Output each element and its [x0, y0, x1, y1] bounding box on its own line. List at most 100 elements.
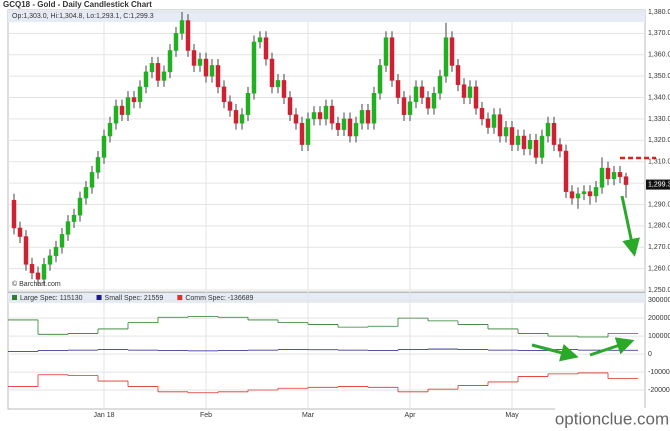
- candle-body: [41, 264, 47, 280]
- last-price-box: [646, 179, 670, 190]
- candle-body: [251, 41, 257, 94]
- candle-body: [383, 37, 389, 66]
- candle-body: [257, 37, 263, 43]
- y-tick-label: 1,280.0: [648, 223, 670, 230]
- candle-body: [77, 197, 83, 216]
- candle-body: [119, 105, 125, 115]
- legend-swatch: [96, 295, 102, 300]
- candle-body: [323, 105, 329, 120]
- y-tick-label: 1,340.0: [648, 94, 670, 101]
- candle-body: [407, 101, 413, 115]
- last-price-label: 1,299.3: [648, 181, 670, 188]
- candle-body: [23, 236, 29, 265]
- candle-body: [191, 50, 197, 66]
- candle-body: [329, 105, 335, 124]
- candle-body: [473, 86, 479, 109]
- down-arrow: [620, 195, 640, 257]
- y-tick-label: 1,370.0: [648, 30, 670, 37]
- candle-body: [215, 65, 221, 88]
- candle-body: [353, 122, 359, 137]
- x-tick-label: Mar: [302, 412, 315, 419]
- candle-body: [71, 214, 77, 222]
- candle-body: [437, 75, 443, 94]
- candle-body: [299, 122, 305, 145]
- candle-body: [281, 80, 287, 98]
- candle-body: [203, 58, 209, 77]
- legend-label: Large Spec: 115130: [20, 295, 83, 302]
- candle-body: [431, 93, 437, 109]
- y-tick-label: 1,320.0: [648, 137, 670, 144]
- y-tick-label: 1,350.0: [648, 73, 670, 80]
- y-tick-label: 1,360.0: [648, 52, 670, 59]
- candle-body: [227, 101, 233, 111]
- candle-body: [269, 58, 275, 88]
- candle-body: [599, 167, 605, 188]
- candle-body: [35, 272, 41, 280]
- candle-body: [455, 65, 461, 85]
- candle-body: [131, 97, 137, 103]
- candle-body: [395, 80, 401, 98]
- arrow-up: [589, 337, 635, 357]
- info-strip: [8, 10, 645, 22]
- candle-body: [557, 144, 563, 152]
- candle-body: [125, 97, 131, 115]
- candle-body: [365, 110, 371, 124]
- candle-body: [335, 122, 341, 130]
- candle-body: [617, 172, 623, 177]
- y-tick-label: 1,290.0: [648, 201, 670, 208]
- candle-body: [293, 114, 299, 124]
- candle-body: [605, 167, 611, 180]
- candle-body: [209, 65, 215, 77]
- candle-body: [425, 97, 431, 109]
- y-tick-label: 100000: [648, 333, 670, 340]
- candle-body: [449, 37, 455, 66]
- candle-body: [575, 193, 581, 199]
- legend-label: Comm Spec: -136689: [185, 295, 253, 302]
- candle-body: [137, 86, 143, 103]
- candle-body: [539, 135, 545, 158]
- y-tick-label: 200000: [648, 315, 670, 322]
- y-tick-label: 300000: [648, 297, 670, 304]
- candle-body: [419, 86, 425, 98]
- candle-body: [467, 86, 473, 98]
- candle-body: [587, 191, 593, 197]
- legend-strip: [8, 293, 645, 303]
- candle-body: [29, 264, 35, 274]
- candle-body: [479, 107, 485, 120]
- candle-body: [185, 20, 191, 51]
- y-tick-label: -100000: [648, 369, 670, 376]
- candle-body: [623, 176, 629, 185]
- candle-body: [155, 63, 161, 81]
- y-tick-label: -200000: [648, 387, 670, 394]
- candle-body: [341, 118, 347, 130]
- candle-body: [197, 58, 203, 66]
- candle-body: [317, 112, 323, 120]
- y-tick-label: 1,330.0: [648, 116, 670, 123]
- grid: [8, 11, 645, 408]
- legend-swatch: [12, 295, 17, 300]
- candle-body: [47, 255, 53, 265]
- candle-body: [401, 97, 407, 115]
- candle-body: [143, 71, 149, 88]
- candle-body: [497, 114, 503, 137]
- candle-body: [275, 80, 281, 88]
- y-tick-label: 1,300.0: [648, 180, 670, 187]
- candle-body: [173, 33, 179, 51]
- candle-body: [107, 122, 113, 137]
- candle-body: [485, 118, 491, 128]
- candle-body: [413, 86, 419, 103]
- candle-body: [239, 114, 245, 124]
- watermark: optionclue.com: [555, 409, 669, 428]
- candle-body: [389, 37, 395, 81]
- candle-body: [305, 118, 311, 145]
- candle-body: [11, 199, 17, 229]
- x-tick-label: Jan 18: [93, 412, 114, 419]
- ohlc-info: Op:1,303.0, Hi:1,304.8, Lo:1,293.1, C:1,…: [12, 13, 154, 20]
- candle-body: [491, 114, 497, 128]
- y-tick-label: 1,260.0: [648, 265, 670, 272]
- candle-body: [89, 172, 95, 188]
- candle-body: [503, 127, 509, 137]
- source: © Barchart.com: [12, 280, 61, 288]
